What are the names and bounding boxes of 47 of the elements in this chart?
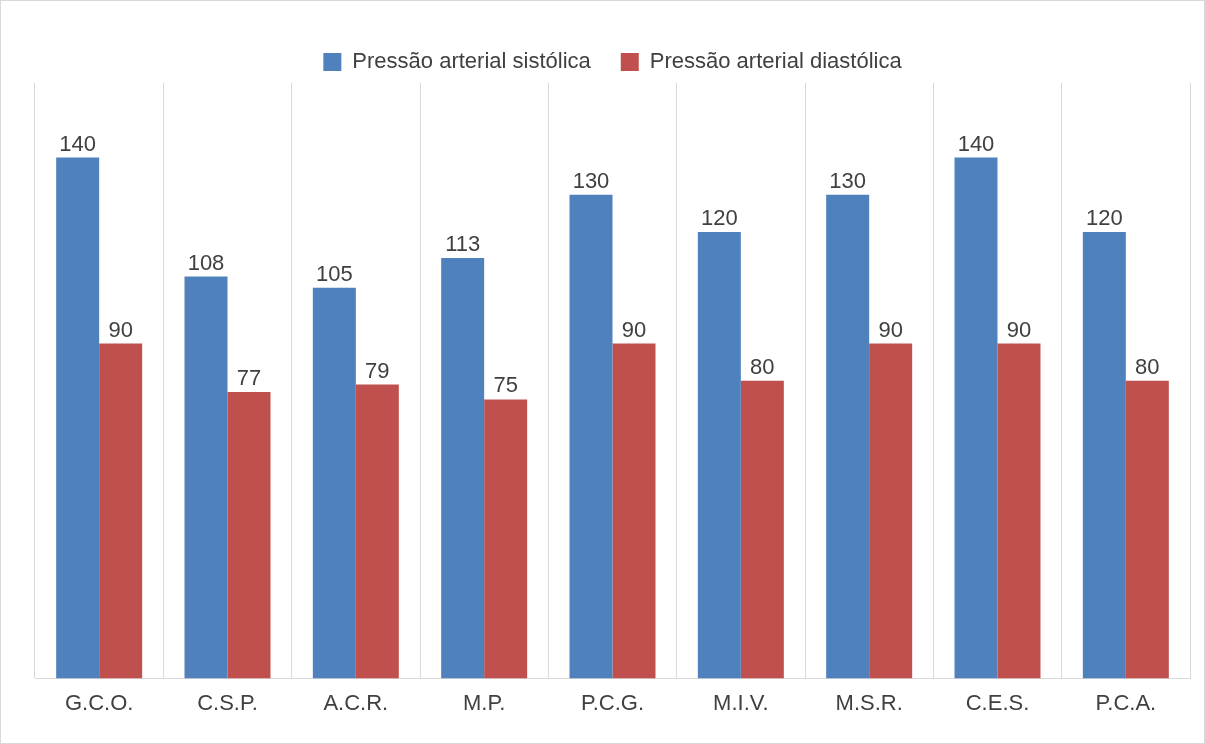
bar <box>869 343 913 679</box>
data-label: 79 <box>365 357 390 383</box>
data-label: 90 <box>108 316 133 342</box>
data-label: 120 <box>700 204 738 230</box>
data-label: 75 <box>493 372 518 398</box>
bar <box>355 384 399 679</box>
data-label: 140 <box>957 130 995 156</box>
data-label: 80 <box>1135 353 1160 379</box>
x-tick-label: M.S.R. <box>835 689 903 715</box>
x-tick-label: G.C.O. <box>64 689 134 715</box>
bar <box>99 343 143 679</box>
bar <box>1082 231 1126 679</box>
bar <box>484 399 528 679</box>
bar <box>569 194 613 679</box>
legend-label: Pressão arterial diastólica <box>649 48 903 74</box>
legend-label: Pressão arterial sistólica <box>352 48 592 74</box>
data-label: 90 <box>878 316 903 342</box>
bar <box>1125 380 1169 679</box>
data-label: 77 <box>236 365 262 391</box>
data-label: 120 <box>1085 204 1123 230</box>
x-tick-label: P.C.A. <box>1095 689 1157 715</box>
bar <box>740 380 784 679</box>
bar <box>997 343 1041 679</box>
bar <box>56 157 100 679</box>
bar <box>312 287 356 679</box>
data-label: 90 <box>1006 316 1032 342</box>
data-label: 90 <box>621 316 647 342</box>
bar <box>441 257 485 679</box>
x-tick-label: M.I.V. <box>713 689 769 715</box>
bar <box>697 231 741 679</box>
x-tick-label: C.S.P. <box>197 689 258 715</box>
data-label: 130 <box>572 167 610 193</box>
data-label: 130 <box>829 167 867 193</box>
x-tick-label: M.P. <box>462 689 506 715</box>
data-label: 105 <box>315 260 353 286</box>
data-label: 113 <box>445 231 481 257</box>
bar <box>612 343 656 679</box>
bar <box>826 194 870 679</box>
bar <box>227 391 271 679</box>
bar <box>954 157 998 679</box>
bar <box>184 276 228 679</box>
x-tick-label: P.C.G. <box>580 689 645 715</box>
x-tick-label: C.E.S. <box>965 689 1030 715</box>
data-label: 140 <box>59 130 97 156</box>
x-tick-label: A.C.R. <box>323 689 389 715</box>
data-label: 80 <box>750 353 775 379</box>
data-label: 108 <box>187 249 225 275</box>
